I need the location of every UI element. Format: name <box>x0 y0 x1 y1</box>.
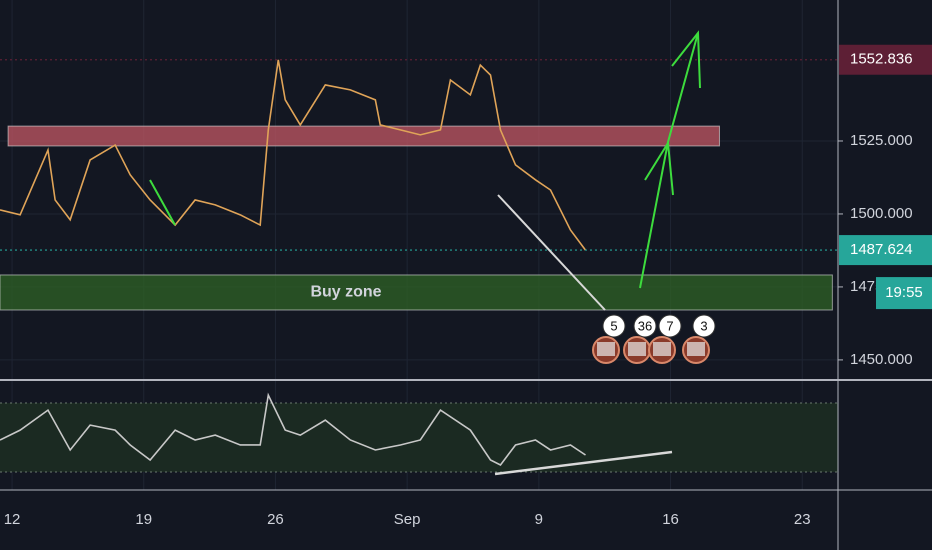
price-mark-label: 1487.624 <box>850 241 913 258</box>
arrow-head <box>644 139 674 196</box>
series-line <box>0 59 587 251</box>
zone-label: Buy zone <box>310 284 381 301</box>
event-flag-stripes <box>628 342 646 356</box>
event-count: 36 <box>638 318 652 333</box>
x-tick-label: 23 <box>794 511 811 528</box>
trend-line <box>497 194 606 311</box>
y-tick-label: 1450.000 <box>850 351 913 368</box>
lines <box>0 59 838 467</box>
time-axis-bg <box>0 490 838 550</box>
countdown: 19:55 <box>885 284 923 301</box>
event-count: 5 <box>610 318 617 333</box>
event-flag-stripes <box>653 342 671 356</box>
arrow-head <box>671 30 701 89</box>
x-tick-label: 19 <box>135 511 152 528</box>
trend-line <box>494 450 673 476</box>
price-mark-box <box>839 44 932 75</box>
countdown-box <box>876 277 932 310</box>
event-badge <box>692 314 716 338</box>
x-tick-label: Sep <box>394 511 421 528</box>
x-tick-label: 16 <box>662 511 679 528</box>
event-count: 3 <box>700 318 707 333</box>
indicator-band <box>0 403 838 472</box>
zones: Buy zone <box>0 125 833 311</box>
event-badge <box>602 314 626 338</box>
price-mark-label: 1552.836 <box>850 51 913 68</box>
x-tick-label: 26 <box>267 511 284 528</box>
event-badge <box>633 314 657 338</box>
zone <box>0 274 833 311</box>
zone <box>7 125 720 147</box>
series-line <box>0 392 586 467</box>
event-badge <box>658 314 682 338</box>
y-tick-label: 1500.000 <box>850 205 913 222</box>
events: 5 36 7 3 <box>592 314 716 364</box>
drawn-line <box>149 179 176 226</box>
y-tick-label: 1525.000 <box>850 132 913 149</box>
event-flag-stripes <box>597 342 615 356</box>
event-count: 7 <box>666 318 673 333</box>
x-tick-label: 9 <box>535 511 543 528</box>
axes: 121926Sep916231450.0001475.0001500.00015… <box>4 44 932 528</box>
price-axis-bg <box>838 0 932 550</box>
price-mark-box <box>839 235 932 266</box>
event-flag-stripes <box>687 342 705 356</box>
x-tick-label: 12 <box>4 511 21 528</box>
